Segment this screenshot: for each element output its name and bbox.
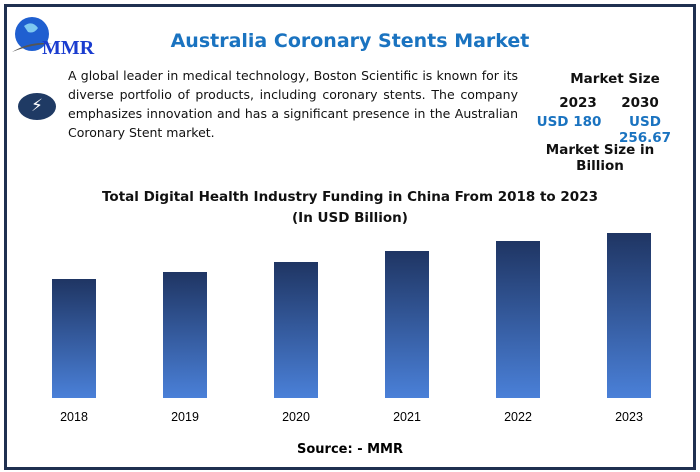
value-2023: USD 180: [536, 114, 602, 130]
x-tick-label: 2023: [615, 410, 643, 424]
unit-note: Market Size in Billion: [545, 142, 655, 174]
year-2030: 2030: [621, 95, 659, 111]
lightning-bolt-icon: ⚡: [18, 93, 56, 120]
bar-2018: [52, 279, 96, 398]
x-tick-label: 2021: [393, 410, 421, 424]
page-title: Australia Coronary Stents Market: [170, 30, 530, 52]
bar-2020: [274, 262, 318, 398]
x-tick-label: 2018: [60, 410, 88, 424]
source: Source: - MMR: [296, 442, 403, 457]
bar-2019: [163, 272, 207, 398]
chart-title-text: Total Digital Health Industry Funding in…: [102, 189, 598, 205]
frame: [4, 4, 696, 470]
chart-title: Total Digital Health Industry Funding in…: [0, 187, 700, 229]
chart-subtitle: (In USD Billion): [292, 210, 408, 226]
year-2023: 2023: [559, 95, 597, 111]
mmr-logo: MMR: [12, 17, 95, 58]
svg-text:MMR: MMR: [42, 37, 95, 58]
x-tick-label: 2022: [504, 410, 532, 424]
value-2030: USD 256.67: [618, 114, 672, 146]
x-tick-label: 2019: [171, 410, 199, 424]
bar-2023: [607, 233, 651, 398]
bar-2022: [496, 241, 540, 398]
description: A global leader in medical technology, B…: [68, 68, 518, 140]
bar-2021: [385, 251, 429, 398]
market-size-heading: Market Size: [570, 71, 660, 87]
x-tick-label: 2020: [282, 410, 310, 424]
